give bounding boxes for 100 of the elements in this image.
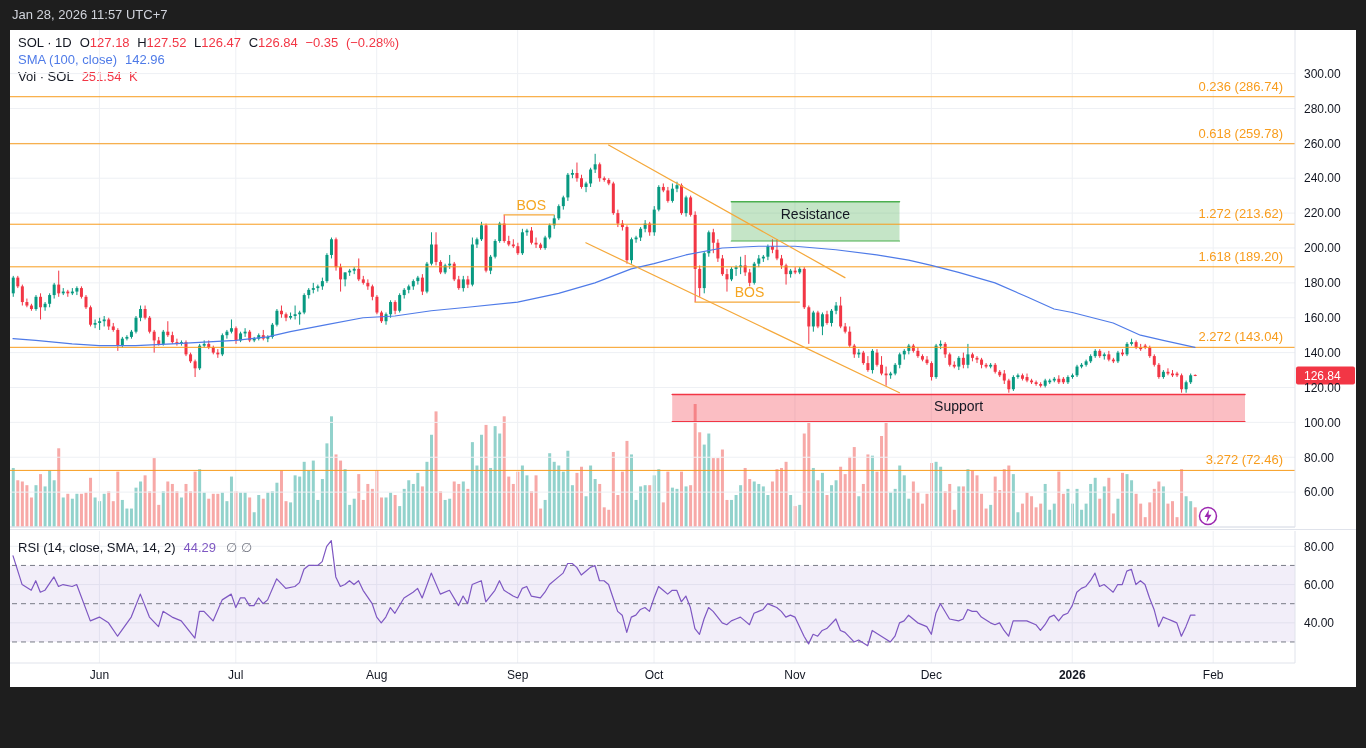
bar (1039, 503, 1043, 527)
ref-line-label: 3.272 (72.46) (1205, 452, 1283, 468)
bar (1134, 493, 1138, 527)
bar (680, 471, 684, 527)
bar (75, 493, 79, 527)
candlestick (193, 359, 197, 378)
bar (1011, 474, 1015, 527)
bar (889, 492, 893, 527)
candlestick (1166, 367, 1170, 376)
bar (639, 486, 643, 527)
bar (470, 442, 474, 527)
candlestick (657, 184, 661, 212)
bar (139, 481, 143, 527)
candlestick (493, 238, 497, 259)
candlestick (811, 310, 815, 333)
bar (407, 480, 411, 527)
bar (216, 493, 220, 527)
bar (34, 485, 38, 527)
bar (502, 416, 506, 527)
candlestick (420, 273, 424, 296)
bar (1007, 465, 1011, 527)
bar (852, 447, 856, 527)
bar (1030, 496, 1034, 527)
x-tick-label: Sep (506, 668, 529, 682)
annotation: BOS (516, 196, 547, 213)
bar (898, 465, 902, 527)
bar (761, 486, 765, 527)
bar (648, 485, 652, 527)
bar (630, 454, 634, 527)
chart-subtitle: 251.54 K (81, 68, 138, 85)
candlestick (670, 182, 674, 204)
bar (302, 461, 306, 527)
bar (657, 469, 661, 527)
y-tick-label: 280.00 (1304, 101, 1342, 116)
bar (102, 493, 106, 527)
candlestick (489, 254, 493, 275)
y-tick-label: 300.00 (1304, 66, 1342, 81)
candlestick (302, 292, 306, 315)
bar (811, 467, 815, 527)
candlestick (575, 162, 579, 183)
x-tick-label: Dec (920, 668, 942, 682)
bar (489, 467, 493, 527)
bar (857, 496, 861, 527)
bar (1170, 501, 1174, 527)
bar (966, 469, 970, 527)
candlestick (93, 318, 97, 329)
ref-line-label: 0.236 (286.74) (1198, 78, 1283, 94)
candlestick (429, 231, 433, 266)
bar (1161, 486, 1165, 527)
bar (457, 483, 461, 527)
bar (311, 460, 315, 527)
candlestick (466, 275, 470, 289)
text: 126.84 (1304, 368, 1342, 383)
bar (1102, 486, 1106, 527)
candlestick (20, 284, 24, 307)
bar (566, 450, 570, 527)
bar (961, 486, 965, 527)
candlestick (498, 221, 502, 244)
bar (952, 509, 956, 527)
candlestick (116, 327, 120, 352)
bar (548, 453, 552, 527)
candlestick (839, 296, 843, 329)
bar (134, 487, 138, 527)
bar (343, 469, 347, 527)
bar (1116, 498, 1120, 527)
bar (461, 481, 465, 527)
bar (379, 497, 383, 527)
candlestick (39, 292, 43, 320)
bar (1098, 498, 1102, 527)
ref-line-label: 1.618 (189.20) (1198, 248, 1283, 264)
y-tick-label: 120.00 (1304, 380, 1342, 395)
candlestick (866, 355, 870, 373)
bar (93, 497, 97, 527)
bar (552, 461, 556, 527)
bar (730, 499, 734, 527)
x-tick-label: Aug (366, 668, 388, 682)
bar (425, 461, 429, 527)
chart-title: SOL · 1D (18, 35, 72, 50)
bar (493, 426, 497, 527)
bar (839, 466, 843, 527)
bar (557, 465, 561, 527)
bar (39, 474, 43, 527)
candlestick (698, 264, 702, 298)
bar (884, 422, 888, 527)
bar (166, 481, 170, 527)
bar (429, 434, 433, 527)
candlestick (57, 270, 61, 298)
candlestick (566, 172, 570, 202)
candlestick (689, 195, 693, 218)
bar (229, 476, 233, 527)
bar (530, 491, 533, 527)
bar (107, 491, 111, 527)
bar (607, 509, 611, 527)
bar (707, 433, 711, 527)
bar (434, 411, 438, 527)
candlestick (630, 237, 634, 265)
bar (207, 498, 211, 527)
bar (1111, 513, 1115, 527)
candlestick (502, 214, 506, 244)
candlestick (152, 329, 156, 354)
